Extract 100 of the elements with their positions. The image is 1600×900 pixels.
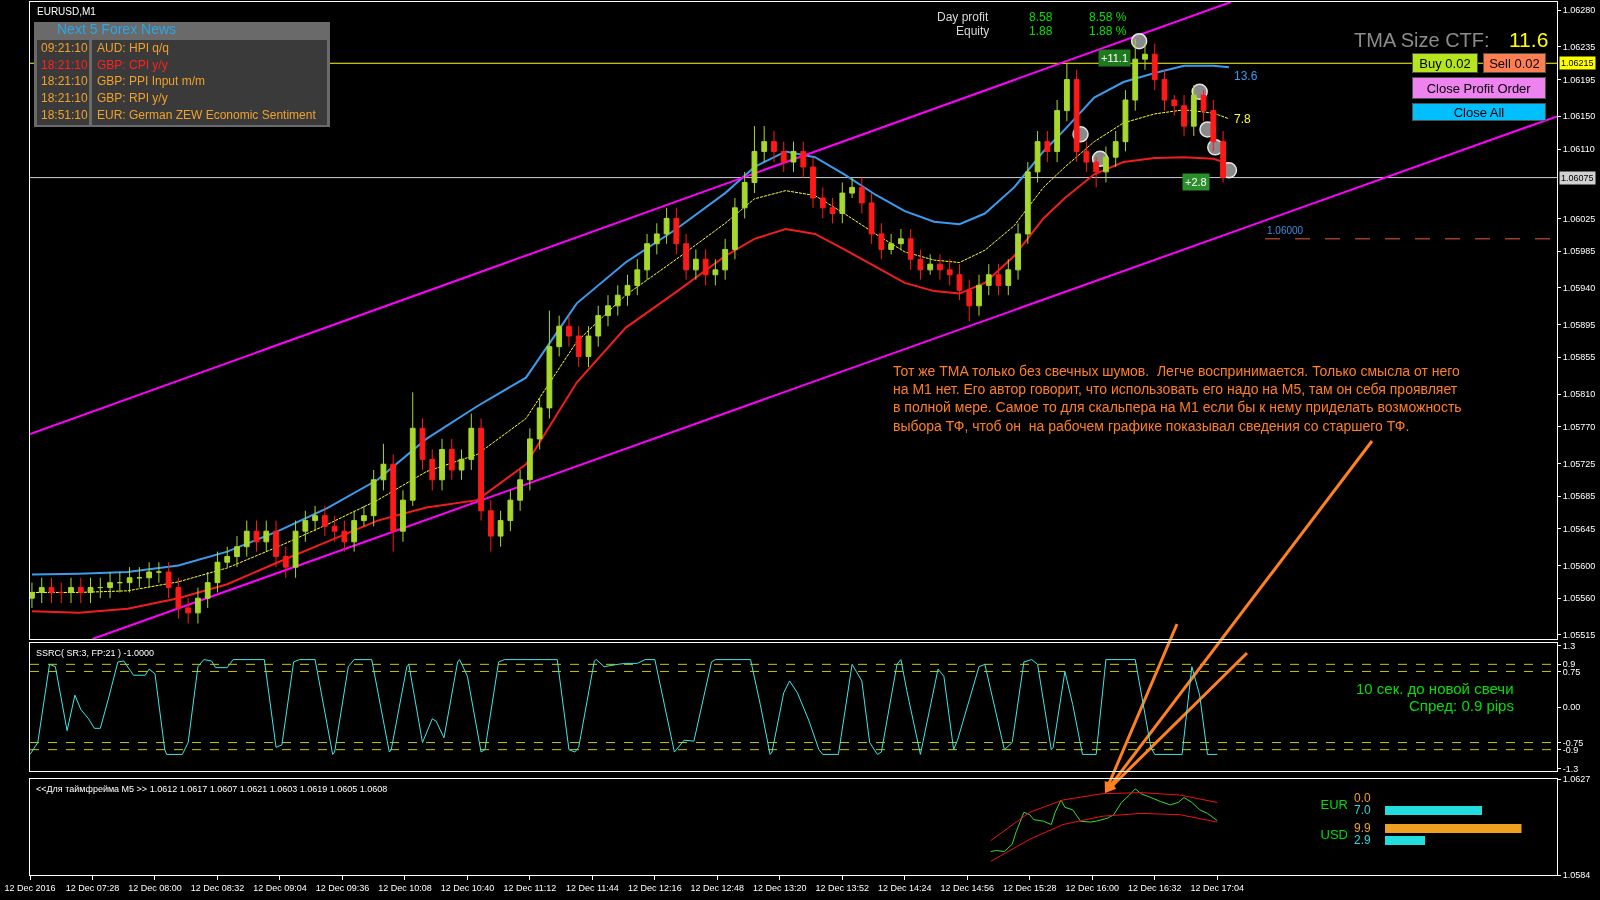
candlestick (468, 413, 475, 471)
annotation: Тот же TMA только без свечных шумов. Легче воспринимается. Только смысла от него на M1 нет. Его автор говорит, что использовать его надо на M5, там он себя проявляет в полной мере. Самое то для скальпера на M1 если бы к нему приделать возможность выбора ТФ, чтоб он на рабочем графике показывал сведения со старшего ТФ. (893, 363, 1462, 434)
candlestick (1200, 89, 1207, 122)
candlestick (439, 438, 445, 491)
candlestick (566, 315, 572, 348)
candlestick (634, 258, 641, 296)
candlestick (1005, 258, 1012, 296)
candlestick (819, 186, 826, 219)
candlestick (1132, 38, 1139, 112)
candlestick (1083, 141, 1090, 173)
candlestick (1190, 84, 1197, 137)
annotation: +11.1 (1101, 52, 1129, 64)
candlestick (790, 141, 797, 173)
candlestick (966, 279, 973, 322)
candlestick (956, 263, 963, 301)
candlestick (898, 228, 904, 250)
candlestick (663, 207, 670, 245)
candlestick (517, 469, 524, 512)
annotation: 18:51:10 (41, 108, 89, 122)
annotation: Sell 0.02 (1489, 55, 1540, 71)
x-tick-label: 12 Dec 12:48 (690, 882, 745, 893)
y-tick-label: 1.06280 (1562, 5, 1596, 16)
x-tick-label: 12 Dec 14:56 (940, 882, 995, 893)
data-label: 2.9 (1354, 833, 1372, 847)
annotation: 10 сек. до новой свечи (1356, 680, 1514, 697)
candlestick (1142, 43, 1148, 71)
x-tick-label: 12 Dec 09:04 (253, 882, 307, 893)
candlestick (478, 418, 484, 522)
candlestick (878, 222, 885, 260)
candlestick (234, 535, 240, 568)
candlestick (868, 192, 875, 245)
candlestick (1073, 69, 1080, 163)
y-tick-label: USD (1320, 826, 1348, 842)
candlestick (644, 233, 650, 281)
candlestick (458, 449, 465, 481)
candlestick (497, 510, 504, 548)
candlestick (614, 284, 621, 317)
candlestick (858, 177, 865, 215)
annotation: Buy 0.02 (1419, 55, 1471, 71)
y-tick-label: 1.05810 (1562, 389, 1596, 400)
candlestick (214, 551, 221, 593)
y-tick-label: 1.06150 (1562, 111, 1596, 122)
candlestick (380, 443, 387, 491)
x-tick-label: 12 Dec 12:16 (628, 882, 682, 893)
candlestick (77, 577, 84, 604)
x-tick-label: 12 Dec 17:04 (1190, 882, 1244, 893)
data-label: 7.0 (1354, 803, 1372, 817)
candlestick (1024, 161, 1031, 245)
chart-title: EURUSD,M1 (37, 6, 97, 17)
candlestick (751, 125, 758, 194)
x-tick-label: 12 Dec 14:24 (878, 882, 932, 893)
x-tick-label: 12 Dec 11:44 (565, 882, 619, 893)
candlestick (146, 561, 153, 589)
text: <<Для таймфрейма M5 >> 1.0612 1.0617 1.0607 1.0621 1.0603 1.0619 1.0605 1.0608 (36, 784, 388, 794)
x-tick-label: 12 Dec 10:40 (440, 882, 495, 893)
candlestick (175, 577, 182, 620)
candlestick (419, 418, 426, 471)
data-label: 0.0 (1354, 791, 1372, 805)
candlestick (1171, 94, 1178, 117)
candlestick (810, 156, 816, 209)
candlestick (741, 171, 748, 219)
y-tick-label: 1.05685 (1562, 491, 1596, 502)
annotation: Equity (956, 24, 990, 38)
candlestick (976, 274, 982, 317)
candlestick (282, 546, 289, 579)
candlestick (263, 520, 270, 553)
candlestick (302, 510, 309, 543)
candlestick (1161, 69, 1168, 112)
candlestick (370, 469, 377, 527)
annotation: GBP: RPI y/y (97, 91, 168, 105)
annotation: TMA Size CTF: (1354, 29, 1490, 51)
candlestick (1103, 146, 1109, 183)
annotation: Спред: 0.9 pips (1409, 697, 1514, 714)
y-tick-label: 1.3 (1562, 640, 1576, 651)
candlestick (321, 505, 328, 537)
candlestick (995, 263, 1002, 296)
annotation: 7.8 (1234, 112, 1252, 126)
line-series (30, 659, 1218, 755)
candlestick (292, 520, 299, 579)
annotation: 1.88 (1029, 24, 1053, 38)
y-tick-label: EUR (1320, 796, 1348, 812)
annotation: +2.8 (1185, 176, 1207, 188)
x-tick-label: 12 Dec 13:20 (753, 882, 807, 893)
x-tick-label: 12 Dec 13:52 (815, 882, 870, 893)
annotation: 13.6 (1234, 69, 1258, 83)
candlestick (546, 310, 553, 419)
x-tick-label: 12 Dec 08:00 (128, 882, 182, 893)
candlestick (585, 325, 592, 368)
candlestick (341, 520, 348, 553)
y-tick-label: 1.05560 (1562, 593, 1596, 604)
x-tick-label: 12 Dec 2016 (4, 882, 56, 893)
candlestick (48, 577, 55, 604)
candlestick (107, 571, 113, 599)
annotation: EUR: German ZEW Economic Sentiment (97, 108, 317, 122)
candlestick (556, 315, 563, 357)
candlestick (87, 577, 94, 604)
candlestick (136, 566, 143, 589)
y-tick-label: 1.06025 (1562, 213, 1596, 224)
line-series (990, 812, 1218, 862)
candlestick (829, 197, 836, 224)
